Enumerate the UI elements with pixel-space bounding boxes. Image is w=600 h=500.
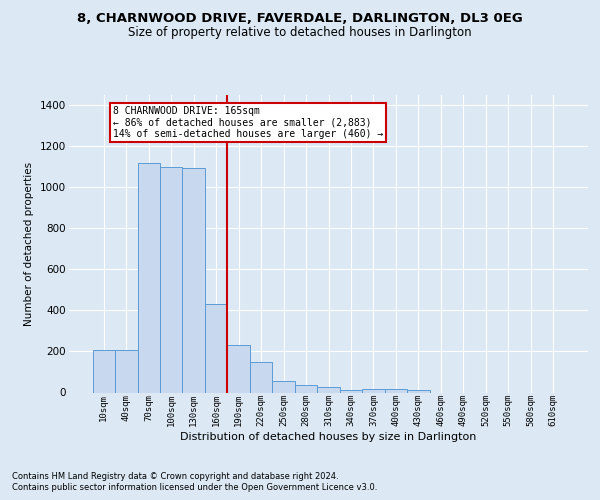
Bar xyxy=(272,380,295,392)
Bar xyxy=(137,162,160,392)
Text: 8, CHARNWOOD DRIVE, FAVERDALE, DARLINGTON, DL3 0EG: 8, CHARNWOOD DRIVE, FAVERDALE, DARLINGTO… xyxy=(77,12,523,26)
Bar xyxy=(115,350,137,393)
Y-axis label: Number of detached properties: Number of detached properties xyxy=(25,162,34,326)
Bar xyxy=(362,390,385,392)
Text: Contains public sector information licensed under the Open Government Licence v3: Contains public sector information licen… xyxy=(12,484,377,492)
Bar xyxy=(295,384,317,392)
Bar xyxy=(317,388,340,392)
Bar xyxy=(385,390,407,392)
X-axis label: Distribution of detached houses by size in Darlington: Distribution of detached houses by size … xyxy=(181,432,476,442)
Bar xyxy=(250,362,272,392)
Bar xyxy=(227,346,250,393)
Text: Size of property relative to detached houses in Darlington: Size of property relative to detached ho… xyxy=(128,26,472,39)
Bar xyxy=(340,390,362,392)
Bar xyxy=(160,167,182,392)
Bar xyxy=(205,304,227,392)
Text: 8 CHARNWOOD DRIVE: 165sqm
← 86% of detached houses are smaller (2,883)
14% of se: 8 CHARNWOOD DRIVE: 165sqm ← 86% of detac… xyxy=(113,106,383,140)
Text: Contains HM Land Registry data © Crown copyright and database right 2024.: Contains HM Land Registry data © Crown c… xyxy=(12,472,338,481)
Bar xyxy=(92,350,115,393)
Bar xyxy=(407,390,430,392)
Bar xyxy=(182,168,205,392)
